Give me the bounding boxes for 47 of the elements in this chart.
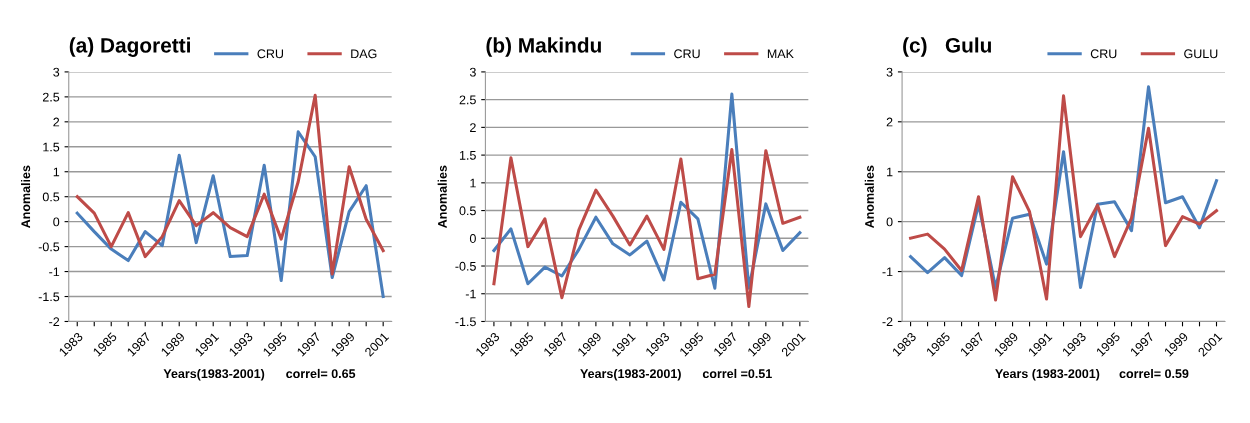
y-tick-label: 0 [886,217,893,227]
y-tick-label: 0 [53,217,60,227]
y-tick-label: -1.5 [455,317,476,327]
y-axis-title: Anomalies [864,165,874,228]
chart-title: (b) Makindu [486,37,601,57]
y-tick-label: 1.5 [459,151,476,160]
text: correl= 0.59 [1119,368,1189,379]
legend-label: CRU [1090,49,1117,59]
y-tick-label: -1 [49,267,60,277]
x-axis-title: Years(1983-2001) [580,368,681,381]
legend-label: CRU [674,49,700,59]
y-tick-label: 2 [53,117,60,127]
y-axis-title: Anomalies [437,165,447,228]
text: correl= 0.65 [286,368,356,379]
line-series [75,93,385,276]
legend-label: CRU [257,49,283,59]
chart-title: (c) Gulu [903,37,991,57]
y-tick-label: 1 [470,178,476,188]
y-tick-label: 3 [886,67,893,77]
y-tick-label: 3 [53,67,60,77]
y-tick-label: 1 [53,167,60,177]
y-tick-label: -1 [882,267,893,277]
line-series [492,148,802,309]
y-tick-label: -1 [465,289,476,299]
y-tick-label: -2 [49,317,60,327]
y-tick-label: 2 [886,117,893,127]
x-axis-title: Years (1983-2001) [995,368,1100,381]
y-tick-label: 3 [469,67,476,77]
y-axis-title: Anomalies [20,165,31,228]
legend-label: MAK [767,49,794,59]
y-tick-label: 2.5 [42,92,60,102]
legend-label: GULU [1184,49,1218,59]
y-tick-label: -2 [882,317,893,327]
y-tick-label: 0 [469,234,476,243]
y-tick-label: 2 [470,123,476,132]
y-tick-label: 2.5 [459,95,476,105]
chart-title: (a) Dagoretti [69,37,190,57]
legend-label: DAG [351,49,377,59]
y-tick-label: 0.5 [42,192,60,202]
y-tick-label: 0.5 [459,206,476,216]
y-tick-label: -0.5 [38,242,60,252]
text: correl =0.51 [702,368,772,379]
y-tick-label: 1.5 [43,142,60,152]
y-tick-label: -1.5 [38,292,60,302]
y-tick-label: 1 [887,167,893,177]
y-tick-label: -0.5 [455,261,476,271]
x-axis-title: Years(1983-2001) [163,368,265,381]
